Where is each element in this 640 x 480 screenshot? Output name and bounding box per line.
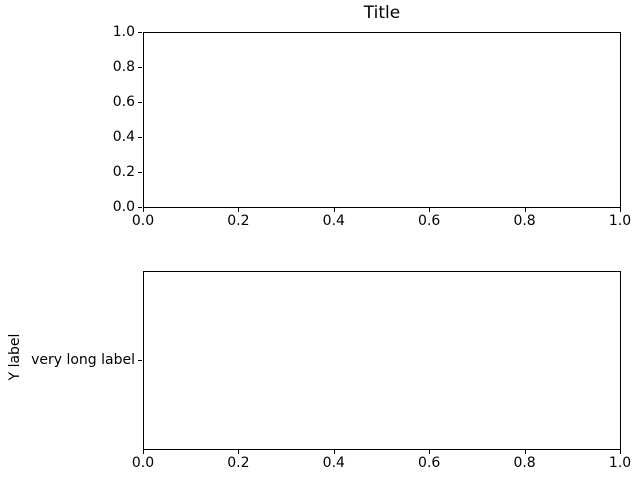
x-tick-mark: [429, 450, 431, 454]
x-tick-label: 0.6: [418, 213, 441, 229]
x-tick-label: 1.0: [608, 213, 632, 229]
y-tick-mark: [138, 137, 142, 138]
x-tick-mark: [238, 208, 240, 212]
x-tick-label: 1.0: [608, 455, 632, 471]
x-tick-label: 0.0: [131, 455, 155, 471]
y-tick-label: very long label: [31, 352, 135, 368]
y-tick-mark: [138, 67, 142, 68]
y-tick-label: 0.0: [112, 199, 135, 215]
x-tick-label: 0.2: [227, 213, 250, 229]
axes-bottom: [143, 271, 621, 450]
x-tick-label: 0.0: [131, 213, 155, 229]
x-tick-mark: [333, 450, 335, 454]
y-tick-label: 0.4: [112, 129, 135, 145]
y-tick-mark: [138, 32, 142, 33]
y-tick-label: 0.8: [112, 59, 135, 75]
y-tick-label: 0.2: [112, 164, 135, 180]
x-tick-label: 0.8: [513, 213, 536, 229]
axes-top: [143, 32, 621, 208]
x-tick-mark: [143, 208, 144, 212]
x-tick-mark: [620, 450, 621, 454]
y-tick-mark: [138, 360, 142, 361]
x-tick-label: 0.6: [418, 455, 441, 471]
y-tick-label: 1.0: [112, 24, 135, 40]
x-tick-label: 0.8: [513, 455, 536, 471]
chart-title: Title: [363, 3, 401, 23]
x-tick-mark: [333, 208, 335, 212]
x-tick-mark: [143, 450, 144, 454]
y-tick-mark: [138, 207, 142, 208]
x-tick-label: 0.2: [227, 455, 250, 471]
x-tick-label: 0.4: [322, 455, 345, 471]
x-tick-mark: [429, 208, 431, 212]
x-tick-mark: [524, 450, 526, 454]
y-tick-label: 0.6: [112, 94, 135, 110]
x-tick-label: 0.4: [322, 213, 345, 229]
x-tick-mark: [238, 450, 240, 454]
y-tick-mark: [138, 102, 142, 103]
x-tick-mark: [620, 208, 621, 212]
x-tick-mark: [524, 208, 526, 212]
y-tick-mark: [138, 172, 142, 173]
